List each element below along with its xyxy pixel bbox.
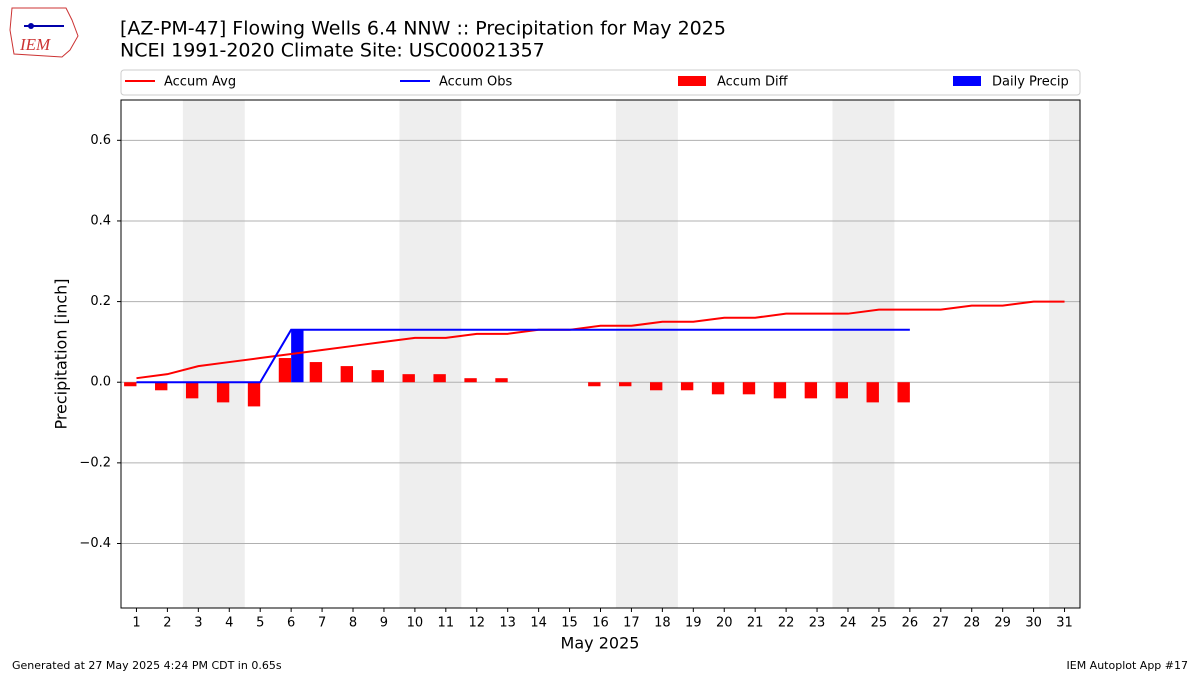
bar <box>124 382 137 387</box>
weekend-shade <box>1049 100 1080 608</box>
x-tick-label: 7 <box>318 616 326 631</box>
x-tick-label: 16 <box>592 616 609 631</box>
x-tick-label: 14 <box>530 616 547 631</box>
x-tick-label: 1 <box>132 616 140 631</box>
x-tick-label: 25 <box>871 616 888 631</box>
logo-text: IEM <box>19 35 51 54</box>
y-tick-label: 0.4 <box>90 213 111 228</box>
x-tick-label: 9 <box>380 616 388 631</box>
legend-swatch <box>953 76 981 86</box>
footer-left: Generated at 27 May 2025 4:24 PM CDT in … <box>12 659 282 672</box>
plot-frame <box>120 99 1081 609</box>
x-tick-label: 4 <box>225 616 233 631</box>
x-tick-label: 15 <box>561 616 578 631</box>
bar <box>804 382 818 399</box>
x-tick-label: 22 <box>778 616 795 631</box>
bar <box>742 382 756 395</box>
y-tick-label: 0.2 <box>90 294 111 309</box>
legend-label: Accum Diff <box>717 75 789 90</box>
x-tick-label: 5 <box>256 616 264 631</box>
legend-label: Daily Precip <box>992 75 1069 90</box>
bar <box>309 362 323 383</box>
x-tick-label: 10 <box>407 616 424 631</box>
line <box>136 328 910 384</box>
bar <box>866 382 879 403</box>
logo: IEM <box>9 7 79 58</box>
weekend-shade <box>615 100 678 608</box>
bar <box>247 382 261 407</box>
x-tick-label: 26 <box>902 616 919 631</box>
x-tick-label: 27 <box>933 616 950 631</box>
y-tick-label: 0.6 <box>90 133 111 148</box>
x-tick-label: 31 <box>1056 616 1073 631</box>
x-tick-label: 18 <box>654 616 671 631</box>
bar <box>495 378 508 383</box>
bar <box>433 374 446 383</box>
bar <box>464 378 477 383</box>
x-tick-label: 20 <box>716 616 733 631</box>
x-tick-label: 21 <box>747 616 764 631</box>
bar <box>649 382 663 391</box>
x-tick-label: 24 <box>840 616 857 631</box>
x-tick-label: 29 <box>994 616 1011 631</box>
x-tick-label: 30 <box>1025 616 1042 631</box>
x-tick-label: 8 <box>349 616 357 631</box>
chart-subtitle: NCEI 1991-2020 Climate Site: USC00021357 <box>120 40 545 62</box>
weekend-shade <box>399 100 462 608</box>
bar <box>216 382 230 403</box>
legend-swatch <box>678 76 706 86</box>
bar <box>773 382 787 399</box>
x-tick-label: 13 <box>499 616 516 631</box>
x-axis-label: May 2025 <box>561 634 640 653</box>
x-tick-label: 2 <box>163 616 171 631</box>
legend-label: Accum Obs <box>439 75 512 90</box>
line <box>136 300 1065 380</box>
bar <box>619 382 632 387</box>
bar <box>402 374 415 383</box>
bar <box>155 382 168 391</box>
bar <box>680 382 694 391</box>
chart-title: [AZ-PM-47] Flowing Wells 6.4 NNW :: Prec… <box>120 18 726 40</box>
y-tick-label: 0.0 <box>90 375 111 390</box>
x-tick-label: 3 <box>194 616 202 631</box>
x-tick-label: 17 <box>623 616 640 631</box>
bar <box>588 382 601 387</box>
bar <box>371 370 384 383</box>
bar <box>291 329 304 383</box>
weekend-shade <box>832 100 895 608</box>
bar <box>835 382 848 399</box>
bar <box>897 382 910 403</box>
footer-right: IEM Autoplot App #17 <box>1067 659 1189 672</box>
bar <box>340 366 354 383</box>
y-tick-label: −0.4 <box>79 536 111 551</box>
x-tick-label: 11 <box>438 616 455 631</box>
bar <box>278 358 292 383</box>
y-axis-label: Precipitation [inch] <box>52 278 71 429</box>
legend-box <box>120 69 1081 96</box>
legend-label: Accum Avg <box>164 75 236 90</box>
weekend-shade <box>182 100 245 608</box>
x-tick-label: 28 <box>963 616 980 631</box>
x-tick-label: 6 <box>287 616 295 631</box>
y-tick-label: −0.2 <box>79 455 111 470</box>
bar <box>711 382 725 395</box>
bar <box>185 382 199 399</box>
x-tick-label: 23 <box>809 616 826 631</box>
x-tick-label: 19 <box>685 616 702 631</box>
x-tick-label: 12 <box>468 616 485 631</box>
